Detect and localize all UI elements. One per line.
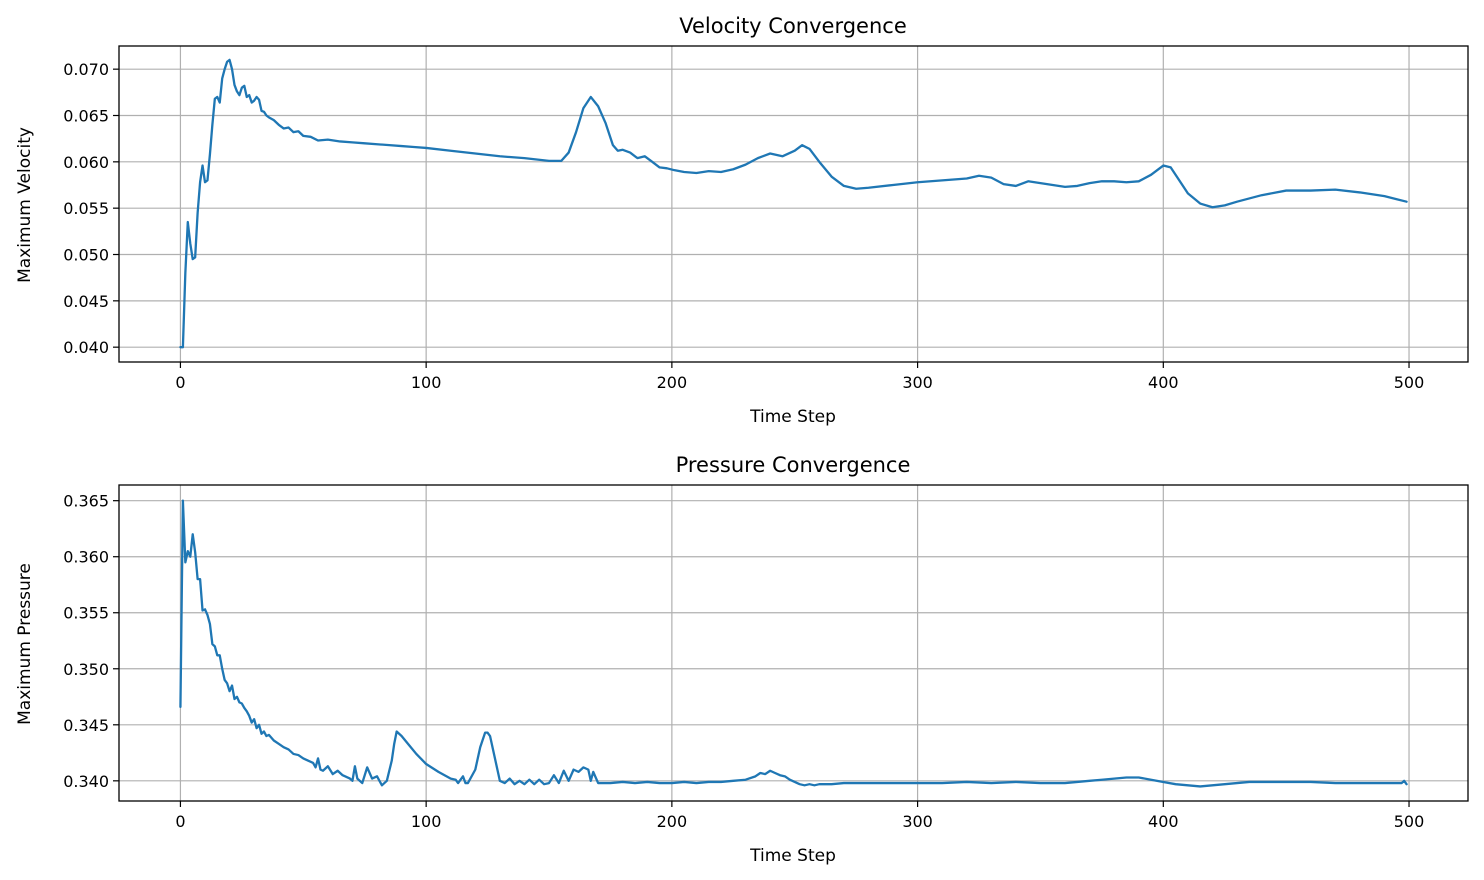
pressure-xtick-label: 500 xyxy=(1394,812,1425,831)
pressure-xlabel: Time Step xyxy=(749,846,836,866)
velocity-ytick-label: 0.040 xyxy=(63,338,109,357)
pressure-xtick-label: 300 xyxy=(902,812,933,831)
velocity-grid xyxy=(119,46,1468,362)
velocity-ytick-label: 0.050 xyxy=(63,246,109,265)
pressure-ytick-label: 0.365 xyxy=(63,492,109,511)
pressure-title: Pressure Convergence xyxy=(676,453,911,477)
velocity-panel: Velocity Convergence Time Step Maximum V… xyxy=(15,14,1469,427)
velocity-ytick-label: 0.065 xyxy=(63,107,109,126)
velocity-ytick-label: 0.070 xyxy=(63,60,109,79)
velocity-xtick-label: 500 xyxy=(1394,373,1425,392)
velocity-ytick-label: 0.060 xyxy=(63,153,109,172)
pressure-ytick-label: 0.345 xyxy=(63,716,109,735)
velocity-xtick-label: 300 xyxy=(902,373,933,392)
velocity-xtick-label: 400 xyxy=(1148,373,1179,392)
velocity-series-line xyxy=(179,58,1408,349)
pressure-xtick-label: 400 xyxy=(1148,812,1179,831)
pressure-xtick-label: 100 xyxy=(411,812,442,831)
velocity-ylabel: Maximum Velocity xyxy=(15,127,35,283)
pressure-panel: Pressure Convergence Time Step Maximum P… xyxy=(15,453,1469,866)
pressure-ytick-label: 0.355 xyxy=(63,604,109,623)
velocity-xtick-label: 200 xyxy=(657,373,688,392)
pressure-ylabel: Maximum Pressure xyxy=(15,563,35,725)
velocity-xtick-label: 100 xyxy=(411,373,442,392)
pressure-ytick-label: 0.350 xyxy=(63,660,109,679)
velocity-ytick-label: 0.045 xyxy=(63,292,109,311)
pressure-ytick-label: 0.340 xyxy=(63,772,109,791)
pressure-series-line xyxy=(179,499,1408,788)
pressure-grid xyxy=(119,485,1468,801)
velocity-ytick-label: 0.055 xyxy=(63,199,109,218)
velocity-title: Velocity Convergence xyxy=(679,14,907,38)
pressure-xtick-label: 0 xyxy=(175,812,185,831)
velocity-xtick-label: 0 xyxy=(175,373,185,392)
pressure-axes-frame xyxy=(118,484,1469,802)
velocity-xlabel: Time Step xyxy=(749,407,836,427)
pressure-xtick-label: 200 xyxy=(657,812,688,831)
velocity-axes-frame xyxy=(118,45,1469,363)
pressure-ytick-label: 0.360 xyxy=(63,548,109,567)
